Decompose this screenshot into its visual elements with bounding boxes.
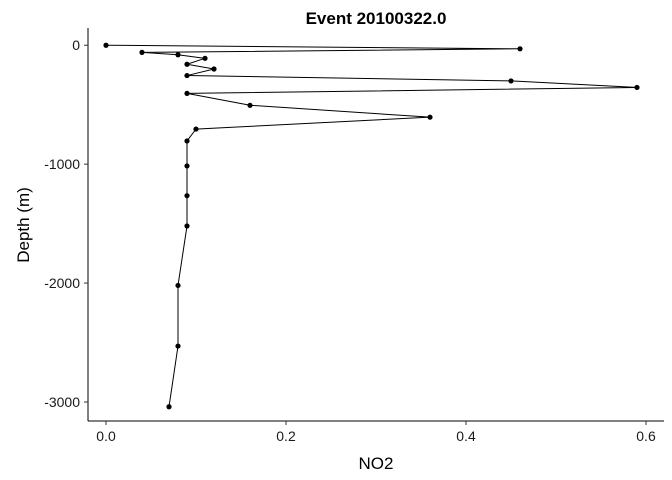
data-point	[184, 72, 190, 79]
data-point	[139, 49, 145, 55]
x-tick-label: 0.4	[456, 428, 476, 444]
data-point	[175, 343, 181, 349]
data-point	[184, 138, 190, 144]
data-point	[517, 46, 523, 52]
x-tick-label: 0.2	[276, 428, 296, 444]
data-point	[427, 114, 433, 120]
data-point	[184, 193, 190, 199]
x-tick-label: 0.6	[636, 428, 656, 444]
data-point	[184, 223, 190, 229]
y-tick-label: 0	[72, 37, 80, 53]
x-axis-title: NO2	[359, 454, 394, 473]
data-point	[508, 78, 514, 84]
data-point	[103, 42, 109, 48]
data-point	[184, 61, 190, 67]
x-tick-label: 0.0	[96, 428, 116, 444]
y-tick-label: -1000	[44, 156, 80, 172]
y-axis-title: Depth (m)	[14, 187, 33, 263]
data-point	[211, 66, 217, 72]
data-point	[175, 52, 181, 58]
y-tick-label: -3000	[44, 394, 80, 410]
data-point	[202, 55, 208, 61]
data-point	[184, 90, 190, 97]
chart-title: Event 20100322.0	[306, 9, 447, 28]
y-tick-label: -2000	[44, 275, 80, 291]
data-point	[166, 404, 172, 410]
data-point	[634, 84, 640, 91]
data-point	[184, 163, 190, 169]
data-point	[247, 102, 253, 108]
data-point	[175, 282, 181, 289]
data-point	[193, 126, 199, 132]
